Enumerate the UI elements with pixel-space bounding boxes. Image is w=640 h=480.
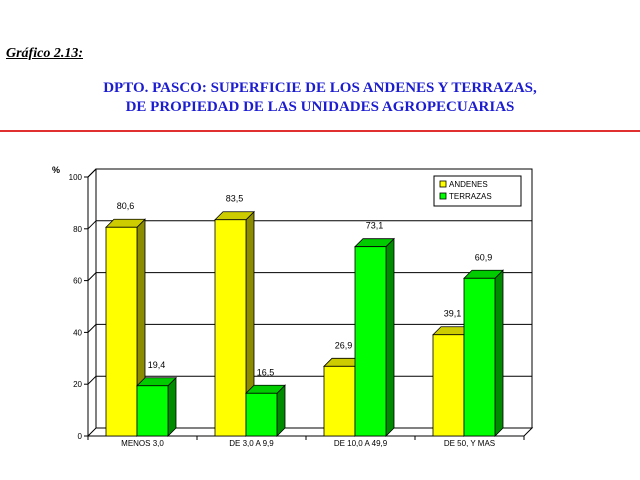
y-tick-label: 0 xyxy=(78,432,83,441)
data-label-andenes: 80,6 xyxy=(117,201,135,211)
x-tick-label: MENOS 3,0 xyxy=(121,439,164,448)
y-tick-label: 40 xyxy=(73,328,82,337)
bar-terrazas xyxy=(245,392,278,437)
y-tick-label: 60 xyxy=(73,277,82,286)
data-label-terrazas: 60,9 xyxy=(475,252,493,262)
gridline-side xyxy=(87,375,97,385)
bar-terrazas xyxy=(463,277,496,437)
gridline-side xyxy=(87,272,97,281)
legend-swatch-andenes xyxy=(439,180,447,188)
legend-label-andenes: ANDENES xyxy=(449,180,488,189)
bar-andenes xyxy=(432,334,465,437)
chart-title-line-1: DPTO. PASCO: SUPERFICIE DE LOS ANDENES Y… xyxy=(103,80,537,96)
gridline-side xyxy=(87,324,97,333)
data-label-andenes: 26,9 xyxy=(335,340,353,350)
bar-andenes xyxy=(214,219,247,437)
figure-caption: Gráfico 2.13: xyxy=(6,46,83,61)
bar-andenes xyxy=(323,365,356,437)
legend xyxy=(433,175,522,207)
bar-side-terrazas xyxy=(494,269,504,437)
gridline-side xyxy=(87,168,97,178)
data-label-andenes: 39,1 xyxy=(444,309,462,319)
data-label-terrazas: 73,1 xyxy=(366,221,384,231)
bar-side-terrazas xyxy=(276,384,286,437)
legend-label-terrazas: TERRAZAS xyxy=(449,192,492,201)
title-divider xyxy=(0,130,640,132)
x-tick-label: DE 50, Y MAS xyxy=(444,439,495,448)
bar-side-terrazas xyxy=(167,376,177,437)
y-tick-label: 80 xyxy=(73,225,82,234)
bar-terrazas xyxy=(354,246,387,437)
gridline-side xyxy=(87,220,97,230)
y-axis-label: % xyxy=(52,165,60,175)
chart-title-line-2: DE PROPIEDAD DE LAS UNIDADES AGROPECUARI… xyxy=(125,99,515,115)
legend-swatch-terrazas xyxy=(439,192,447,200)
data-label-terrazas: 19,4 xyxy=(148,360,166,370)
x-tick-label: DE 10,0 A 49,9 xyxy=(334,439,388,448)
data-label-terrazas: 16,5 xyxy=(257,367,275,377)
y-tick-label: 20 xyxy=(73,380,82,389)
bar-andenes xyxy=(105,226,138,437)
y-tick-label: 100 xyxy=(69,173,83,182)
bar-side-terrazas xyxy=(385,237,395,437)
bar-terrazas xyxy=(136,385,169,437)
data-label-andenes: 83,5 xyxy=(226,194,244,204)
x-tick-label: DE 3,0 A 9,9 xyxy=(229,439,274,448)
